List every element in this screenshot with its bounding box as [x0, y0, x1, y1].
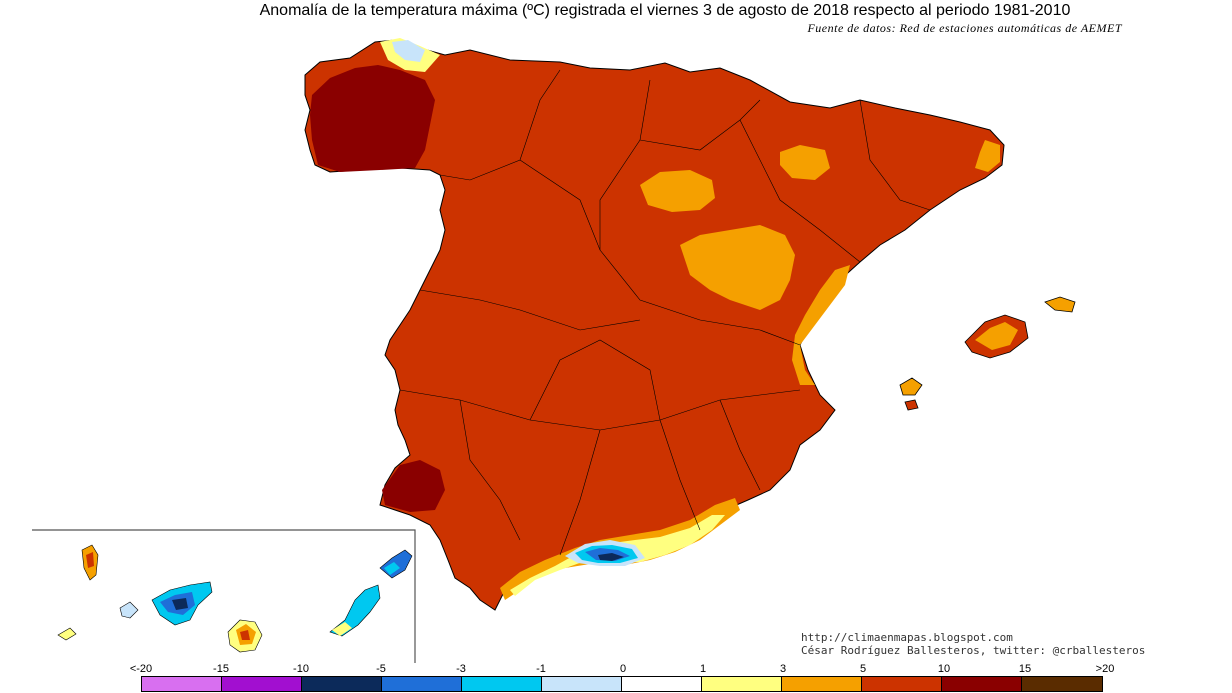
- huelva-hot-zone: [382, 460, 445, 512]
- north-coast-cool-zone: [392, 40, 425, 62]
- legend-labels: <-20 -15 -10 -5 -3 -1 0 1 3 5 10 15 >20: [0, 663, 1232, 677]
- legend-swatch: [1022, 677, 1102, 691]
- legend-label: 5: [859, 663, 867, 675]
- balearic-islands: [899, 296, 1076, 411]
- legend-swatch: [542, 677, 622, 691]
- legend-label: 0: [619, 663, 627, 675]
- legend-swatch: [302, 677, 382, 691]
- el-hierro-island: [57, 627, 77, 641]
- la-gomera-island: [119, 601, 139, 619]
- blog-url: http://climaenmapas.blogspot.com: [801, 631, 1013, 644]
- legend-swatch: [462, 677, 542, 691]
- legend-swatch: [862, 677, 942, 691]
- valencia-coast-warm-zone: [792, 265, 850, 385]
- gran-canaria-hot-zone: [240, 630, 250, 640]
- legend-swatch: [622, 677, 702, 691]
- galicia-hot-zone: [310, 65, 435, 172]
- soria-warm-zone: [640, 170, 715, 212]
- aragon-warm-zone: [780, 145, 830, 180]
- legend-label: -10: [293, 663, 309, 675]
- inset-frame: [32, 529, 416, 663]
- legend-label: 10: [937, 663, 951, 675]
- catalonia-coast-warm-zone: [975, 140, 1000, 172]
- legend-swatch: [702, 677, 782, 691]
- legend-label: 1: [699, 663, 707, 675]
- tenerife-coldest-zone: [172, 598, 188, 610]
- data-source: Fuente de datos: Red de estaciones autom…: [807, 21, 1122, 35]
- formentera-island: [904, 399, 919, 411]
- credits: http://climaenmapas.blogspot.com César R…: [801, 631, 1145, 657]
- legend-swatch: [142, 677, 222, 691]
- legend-swatch: [782, 677, 862, 691]
- legend-label: -5: [376, 663, 386, 675]
- legend-label: -1: [536, 663, 546, 675]
- canary-islands-inset: [32, 529, 416, 663]
- central-warm-zone: [680, 225, 795, 310]
- peninsula: [304, 38, 1005, 611]
- color-legend: [141, 676, 1103, 692]
- legend-label: -15: [213, 663, 229, 675]
- legend-swatch: [942, 677, 1022, 691]
- lanzarote-cool-zone: [384, 562, 400, 575]
- legend-label: -3: [456, 663, 466, 675]
- fuerteventura-island: [329, 584, 381, 637]
- la-palma-hot-zone: [86, 552, 94, 568]
- legend-label: >20: [1095, 663, 1115, 675]
- legend-swatch: [222, 677, 302, 691]
- map-title: Anomalía de la temperatura máxima (ºC) r…: [259, 2, 1071, 19]
- legend-swatch: [382, 677, 462, 691]
- menorca-island: [1044, 296, 1076, 313]
- fuerteventura-mild-zone: [332, 622, 352, 636]
- author-credit: César Rodríguez Ballesteros, twitter: @c…: [801, 644, 1146, 657]
- ibiza-island: [899, 377, 923, 396]
- legend-label: 3: [779, 663, 787, 675]
- mallorca-warm-zone: [975, 322, 1018, 350]
- malaga-coldest-zone: [598, 553, 624, 561]
- legend-label: 15: [1018, 663, 1032, 675]
- province-borders: [399, 69, 931, 556]
- legend-label: <-20: [129, 663, 153, 675]
